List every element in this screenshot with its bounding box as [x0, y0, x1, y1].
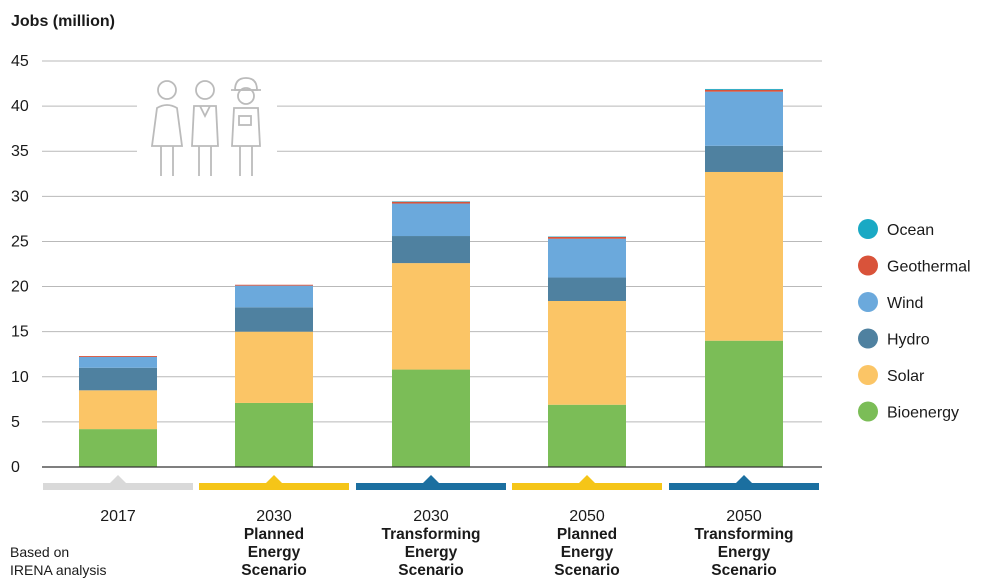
source-note-line: Based on — [10, 544, 70, 560]
x-tick-sublabel: Transforming — [381, 526, 480, 543]
x-tick-sublabel: Energy — [248, 544, 301, 561]
x-tick-sublabel: Transforming — [694, 526, 793, 543]
category-band — [43, 483, 193, 490]
people-workers-icon — [137, 70, 277, 182]
source-note: Based on IRENA analysis — [10, 543, 106, 579]
category-band-pointer — [578, 475, 596, 484]
bar-segment-bioenergy — [79, 429, 157, 467]
category-band-pointer — [422, 475, 440, 484]
bar-segment-ocean — [705, 88, 783, 90]
x-tick-label: 2050 — [726, 508, 762, 525]
x-tick-sublabel: Planned — [557, 526, 617, 543]
bar-segment-solar — [235, 331, 313, 403]
x-tick-labels: 2017 2030PlannedEnergyScenario2030Transfo… — [100, 508, 793, 579]
bar-segment-hydro — [79, 367, 157, 391]
bar-segment-hydro — [392, 236, 470, 264]
bar-series — [79, 88, 783, 467]
legend-marker — [858, 255, 878, 276]
y-tick-labels: 0 5 10 15 20 25 30 35 40 45 — [11, 53, 29, 476]
bar-segment-hydro — [705, 145, 783, 172]
y-tick-label: 10 — [11, 369, 29, 386]
y-tick-label: 30 — [11, 188, 29, 205]
bar-segment-geothermal — [235, 284, 313, 286]
legend-label: Bioenergy — [887, 405, 959, 422]
legend-marker — [858, 328, 878, 349]
bar-segment-wind — [235, 285, 313, 308]
category-band — [356, 483, 506, 490]
x-tick-sublabel: Scenario — [398, 562, 463, 579]
bar-segment-bioenergy — [705, 340, 783, 467]
legend-label: Geothermal — [887, 259, 971, 276]
legend-marker — [858, 292, 878, 312]
bar-segment-wind — [548, 238, 626, 278]
legend-label: Wind — [887, 295, 923, 312]
x-tick-sublabel: Energy — [561, 544, 614, 561]
category-band-pointer — [109, 475, 127, 484]
y-tick-label: 35 — [11, 143, 29, 160]
bar-segment-wind — [79, 356, 157, 368]
y-tick-label: 45 — [11, 53, 29, 70]
legend-label: Solar — [887, 368, 925, 385]
legend: Ocean Geothermal Wind Hydro Solar Bioenergy — [858, 219, 971, 422]
x-tick-sublabel: Scenario — [554, 562, 619, 579]
bar-segment-solar — [392, 263, 470, 370]
y-tick-label: 40 — [11, 98, 29, 115]
x-tick-label: 2030 — [256, 508, 292, 525]
bar-segment-geothermal — [548, 236, 626, 239]
category-band-pointer — [735, 475, 753, 484]
category-bands — [43, 475, 819, 490]
x-tick-sublabel: Energy — [405, 544, 458, 561]
y-tick-label: 5 — [11, 414, 20, 431]
bar-segment-hydro — [548, 277, 626, 301]
y-axis-label: Jobs (million) — [11, 13, 115, 30]
bar-segment-wind — [392, 203, 470, 237]
legend-label: Ocean — [887, 222, 934, 239]
bar-segment-geothermal — [705, 89, 783, 92]
source-note-line: IRENA analysis — [10, 562, 107, 578]
bar-segment-solar — [548, 300, 626, 405]
category-band-pointer — [265, 475, 283, 484]
x-tick-sublabel: Energy — [718, 544, 771, 561]
legend-marker — [858, 365, 878, 385]
y-tick-label: 25 — [11, 233, 29, 250]
legend-marker — [858, 219, 878, 239]
bar-segment-geothermal — [79, 356, 157, 357]
bar-segment-geothermal — [392, 201, 470, 204]
x-tick-sublabel: Scenario — [711, 562, 776, 579]
bar-segment-wind — [705, 91, 783, 146]
bar-segment-solar — [79, 390, 157, 430]
x-tick-label: 2030 — [413, 508, 449, 525]
bar-segment-bioenergy — [392, 369, 470, 467]
legend-label: Hydro — [887, 332, 930, 349]
x-tick-label: 2050 — [569, 508, 605, 525]
bar-segment-hydro — [235, 307, 313, 332]
bar-segment-solar — [705, 171, 783, 341]
category-band — [512, 483, 662, 490]
x-tick-sublabel: Scenario — [241, 562, 306, 579]
bar-segment-bioenergy — [548, 404, 626, 467]
category-band — [199, 483, 349, 490]
legend-marker — [858, 401, 878, 422]
y-tick-label: 15 — [11, 324, 29, 341]
x-tick-label: 2017 — [100, 508, 136, 525]
category-band — [669, 483, 819, 490]
y-tick-label: 20 — [11, 279, 29, 296]
y-tick-label: 0 — [11, 459, 20, 476]
bar-segment-bioenergy — [235, 402, 313, 467]
x-tick-sublabel: Planned — [244, 526, 304, 543]
